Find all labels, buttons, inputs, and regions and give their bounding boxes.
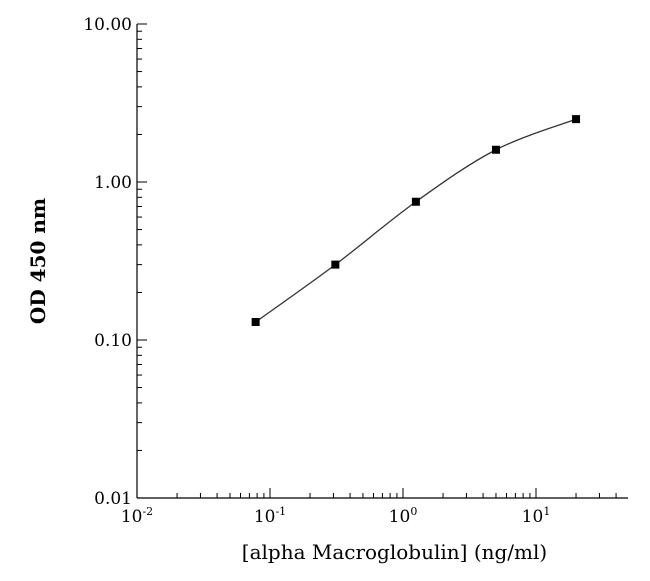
x-axis-title: [alpha Macroglobulin] (ng/ml) [242, 540, 547, 564]
data-point [251, 317, 260, 326]
data-point [572, 115, 581, 124]
x-tick-label: 10-2 [121, 505, 153, 527]
y-tick-label: 1.00 [94, 173, 132, 193]
data-point [331, 260, 340, 269]
x-tick-label: 10-1 [254, 505, 286, 527]
x-tick-label: 100 [389, 505, 418, 527]
axes [136, 24, 628, 499]
x-ticks: 10-2 10-1 100 101 [121, 488, 617, 527]
y-ticks: 0.01 0.10 1.00 10.00 [83, 15, 147, 509]
plot-area [251, 115, 581, 326]
y-axis-title: OD 450 nm [26, 198, 50, 324]
y-tick-label: 10.00 [83, 15, 132, 35]
y-tick-label: 0.01 [94, 489, 132, 509]
data-point [411, 197, 420, 206]
y-tick-label: 0.10 [94, 331, 132, 351]
fit-curve [255, 118, 577, 323]
data-point [491, 145, 500, 154]
x-tick-label: 101 [522, 505, 551, 527]
